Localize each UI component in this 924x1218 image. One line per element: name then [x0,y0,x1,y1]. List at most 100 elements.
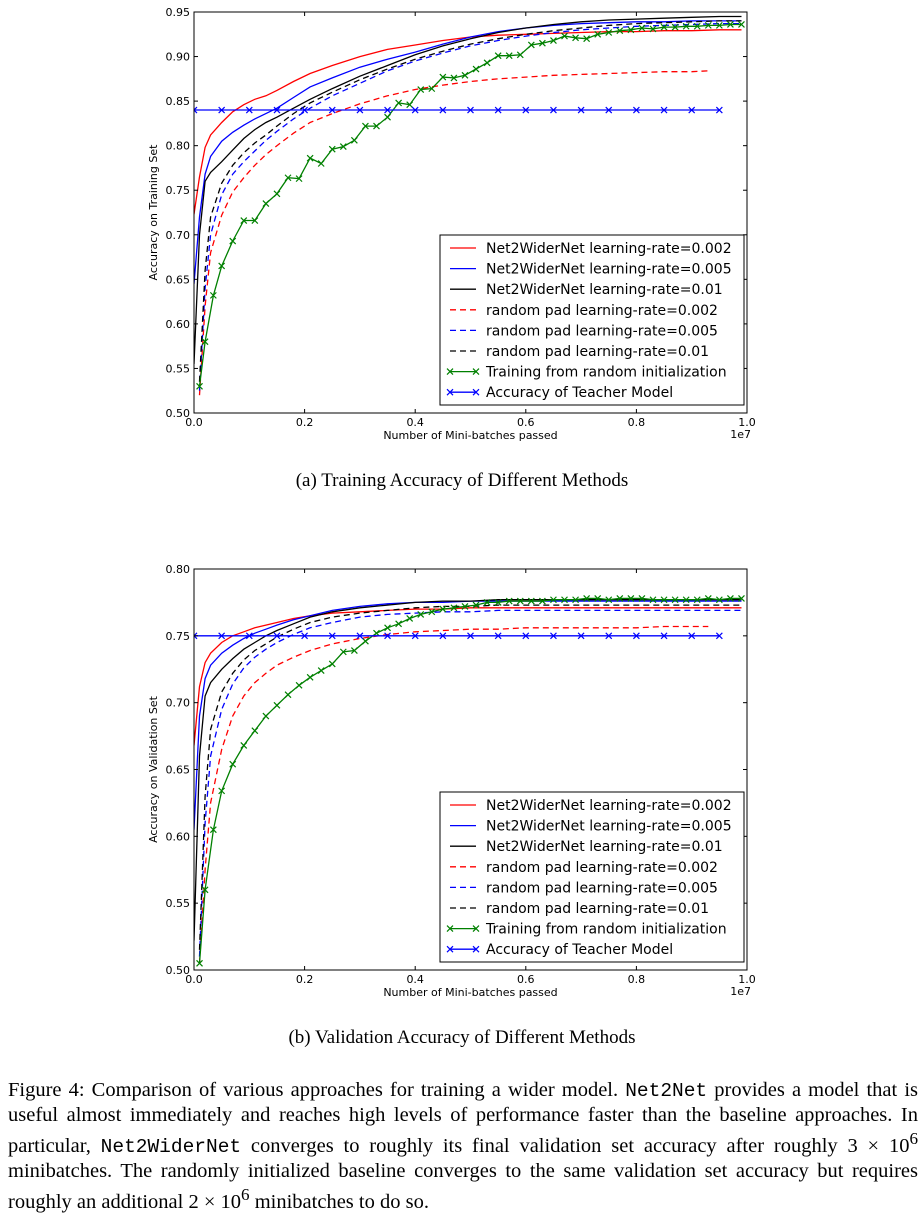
series-group [194,15,745,396]
series-line-0 [194,607,742,746]
legend: Net2WiderNet learning-rate=0.002 Net2Wide… [439,234,745,406]
series-marker-7 [522,632,530,640]
series-marker-6 [428,85,436,93]
series-marker-6 [229,237,237,245]
series-marker-6 [395,99,403,107]
series-marker-6 [715,21,723,29]
x-tick-label: 0.4 [406,416,424,429]
caption-code-net2net: Net2Net [625,1080,708,1102]
series-marker-7 [328,106,336,114]
series-marker-7 [194,632,198,640]
series-marker-6 [339,648,347,656]
series-marker-6 [450,74,458,82]
series-marker-6 [284,691,292,699]
series-marker-6 [273,190,281,198]
series-marker-6 [472,65,480,73]
series-marker-7 [245,632,253,640]
legend-marker-6 [446,368,454,376]
series-marker-6 [406,101,414,109]
series-marker-6 [483,598,491,606]
series-marker-6 [350,647,358,654]
caption-sup-2: 6 [241,1184,250,1204]
series-marker-6 [583,594,591,602]
series-marker-7 [467,106,474,114]
legend-label-6: Training from random initialization [485,365,727,381]
series-marker-6 [594,594,602,602]
series-marker-6 [229,760,237,768]
series-marker-6 [428,608,436,616]
x-tick-label: 0.0 [185,416,203,429]
y-tick-label: 0.90 [166,51,191,64]
series-marker-6 [738,594,745,602]
y-tick-label: 0.75 [166,184,191,197]
series-marker-7 [411,106,419,114]
series-marker-6 [704,21,712,29]
y-tick-label: 0.70 [166,229,191,242]
series-marker-6 [516,597,524,605]
legend-label-4: random pad learning-rate=0.005 [486,323,718,339]
series-line-0 [194,29,742,215]
x-tick-label: 0.6 [517,416,535,429]
legend-box [439,234,745,406]
series-marker-6 [251,727,259,735]
series-marker-6 [439,73,447,81]
series-marker-6 [638,24,646,32]
series-marker-6 [627,26,635,34]
series-marker-6 [218,262,226,270]
series-marker-6 [384,113,391,121]
series-marker-7 [660,106,668,114]
series-marker-7 [632,632,640,640]
series-marker-6 [417,86,425,93]
legend-marker-6 [472,925,480,933]
legend-label-1: Net2WiderNet learning-rate=0.005 [486,819,732,835]
x-tick-label: 0.6 [517,973,535,986]
series-marker-6 [350,136,358,144]
series-marker-6 [550,37,557,44]
series-marker-7 [245,106,253,114]
legend-box [439,791,745,963]
series-marker-6 [726,21,734,28]
y-tick-label: 0.50 [166,407,191,420]
caption-sup-1: 6 [909,1129,918,1148]
series-marker-6 [572,34,579,42]
plot-frame [193,11,748,414]
series-marker-7 [605,632,613,640]
series-marker-6 [461,603,469,610]
caption-text-3: converges to roughly its final validatio… [241,1134,910,1157]
subcaption-a: (a) Training Accuracy of Different Metho… [295,470,629,491]
series-marker-6 [209,826,217,834]
subcaption-b: (b) Validation Accuracy of Different Met… [288,1027,636,1048]
series-marker-6 [450,604,458,612]
legend-label-2: Net2WiderNet learning-rate=0.01 [486,282,723,298]
series-marker-7 [218,632,226,640]
series-marker-6 [284,174,292,182]
series-marker-6 [616,27,624,35]
legend-label-3: random pad learning-rate=0.002 [486,303,718,319]
series-marker-6 [339,143,347,150]
series-marker-6 [605,29,613,36]
series-line-5 [198,604,742,950]
series-marker-6 [240,217,248,224]
y-axis-label: Accuracy on Training Set [147,144,160,281]
series-marker-7 [660,632,668,640]
series-marker-7 [632,106,640,114]
x-tick-label: 0.8 [628,416,646,429]
series-marker-6 [472,601,480,609]
legend-label-0: Net2WiderNet learning-rate=0.002 [486,798,732,814]
series-line-2 [194,15,742,365]
series-marker-6 [295,681,303,689]
series-marker-6 [505,52,513,60]
series-marker-7 [577,106,585,114]
series-marker-7 [715,632,723,640]
series-marker-6 [538,597,546,605]
series-marker-6 [704,594,712,602]
series-marker-6 [516,51,524,59]
y-tick-label: 0.85 [166,95,191,108]
y-tick-label: 0.55 [166,362,191,375]
x-tick-label: 0.0 [185,973,203,986]
series-marker-6 [616,594,624,602]
series-marker-6 [328,145,336,153]
series-marker-6 [715,596,723,604]
y-tick-label: 0.75 [166,630,191,643]
series-marker-7 [384,106,391,114]
